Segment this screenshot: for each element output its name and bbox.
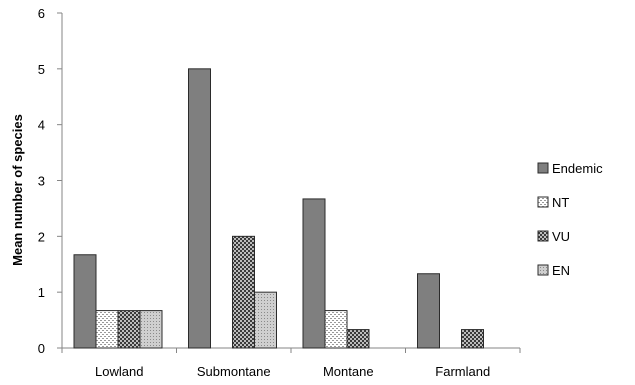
bar-vu-submontane	[232, 235, 255, 349]
x-tick-label: Montane	[323, 364, 374, 379]
legend-label: Endemic	[552, 161, 603, 176]
bar-nt-montane	[324, 310, 348, 349]
legend-swatch	[537, 230, 549, 242]
legend-label: VU	[552, 229, 570, 244]
x-axis: Lowland Submontane Montane Farmland	[61, 347, 521, 379]
bar-en-submontane	[254, 291, 277, 349]
legend-swatch	[537, 162, 549, 174]
bar-vu-lowland	[117, 310, 141, 349]
bar-nt-lowland	[95, 310, 119, 349]
y-axis-title: Mean number of species	[10, 114, 25, 266]
legend-swatch	[537, 264, 549, 276]
y-tick-label: 0	[38, 341, 45, 356]
x-tick-label: Farmland	[435, 364, 490, 379]
y-axis: 0 1 2 3 4 5 6	[38, 6, 63, 356]
legend-label: EN	[552, 263, 570, 278]
y-tick-label: 3	[38, 174, 45, 189]
bar-endemic-farmland	[417, 273, 440, 349]
x-tick-label: Submontane	[197, 364, 271, 379]
bar-endemic-lowland	[73, 254, 97, 349]
legend: Endemic NT VU EN	[537, 161, 603, 278]
legend-label: NT	[552, 195, 569, 210]
legend-swatch	[537, 196, 549, 208]
bar-vu-montane	[346, 329, 370, 349]
y-tick-label: 2	[38, 229, 45, 244]
bar-endemic-montane	[302, 198, 326, 349]
bar-vu-farmland	[461, 329, 484, 349]
bar-endemic-submontane	[188, 68, 211, 349]
x-tick-label: Lowland	[95, 364, 143, 379]
y-tick-label: 5	[38, 62, 45, 77]
bars	[73, 68, 484, 349]
y-tick-label: 1	[38, 285, 45, 300]
bar-en-lowland	[139, 310, 163, 349]
y-tick-label: 4	[38, 118, 45, 133]
y-tick-label: 6	[38, 6, 45, 21]
